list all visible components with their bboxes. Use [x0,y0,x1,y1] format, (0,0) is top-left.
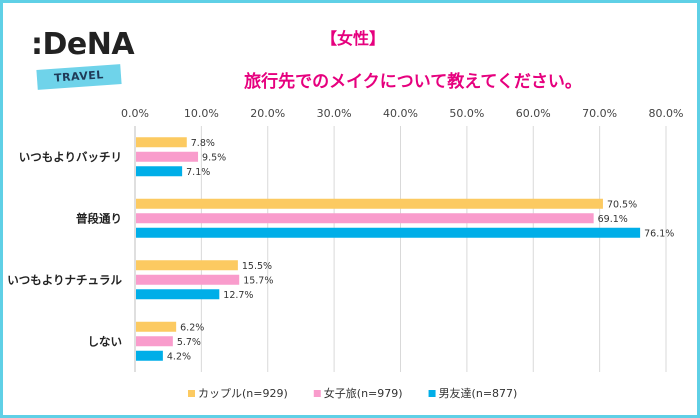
category-label: いつもよりバッチリ [19,150,122,164]
category-label: 普段通り [76,211,122,225]
bar [136,151,199,162]
data-label: 15.7% [243,275,273,286]
legend-swatch [188,390,195,397]
bar [136,350,163,361]
legend-swatch [428,390,436,397]
data-label: 6.2% [180,322,204,333]
data-label: 70.5% [607,199,637,210]
legend-swatch [313,390,321,397]
x-tick-label: 30.0% [317,107,352,120]
bar [136,213,594,224]
x-tick-label: 80.0% [649,107,684,120]
data-label: 5.7% [177,337,201,348]
dena-travel-logo: :DeNA TRAVEL [31,27,135,97]
legend-label: カップル(n=929) [198,387,288,400]
bar [136,166,183,177]
x-tick-label: 50.0% [449,107,484,120]
bar [136,321,177,332]
data-label: 7.8% [191,138,215,149]
bar [136,227,641,238]
x-tick-label: 70.0% [582,107,617,120]
logo-wordmark: :DeNA [31,27,135,62]
legend-label: 女子旅(n=979) [324,386,403,400]
bar [136,198,603,209]
x-tick-label: 60.0% [516,107,551,120]
legend-label: 男友達(n=877) [439,386,518,400]
data-label: 15.5% [242,261,272,272]
data-label: 4.2% [167,351,191,362]
x-tick-label: 0.0% [121,107,149,120]
bar [136,336,173,347]
x-tick-label: 10.0% [184,107,219,120]
data-label: 12.7% [223,290,253,301]
data-label: 76.1% [644,228,674,239]
data-label: 69.1% [598,214,628,225]
x-tick-label: 40.0% [383,107,418,120]
bar [136,260,238,271]
bar [136,289,220,300]
bar [136,137,187,148]
data-label: 9.5% [202,152,226,163]
chart-title: 【女性】 [320,29,385,48]
category-label: いつもよりナチュラル [7,273,122,287]
x-tick-label: 20.0% [250,107,285,120]
category-label: しない [88,334,123,348]
chart-subtitle: 旅行先でのメイクについて教えてください。 [244,72,582,92]
data-label: 7.1% [186,167,210,178]
bar [136,274,240,285]
